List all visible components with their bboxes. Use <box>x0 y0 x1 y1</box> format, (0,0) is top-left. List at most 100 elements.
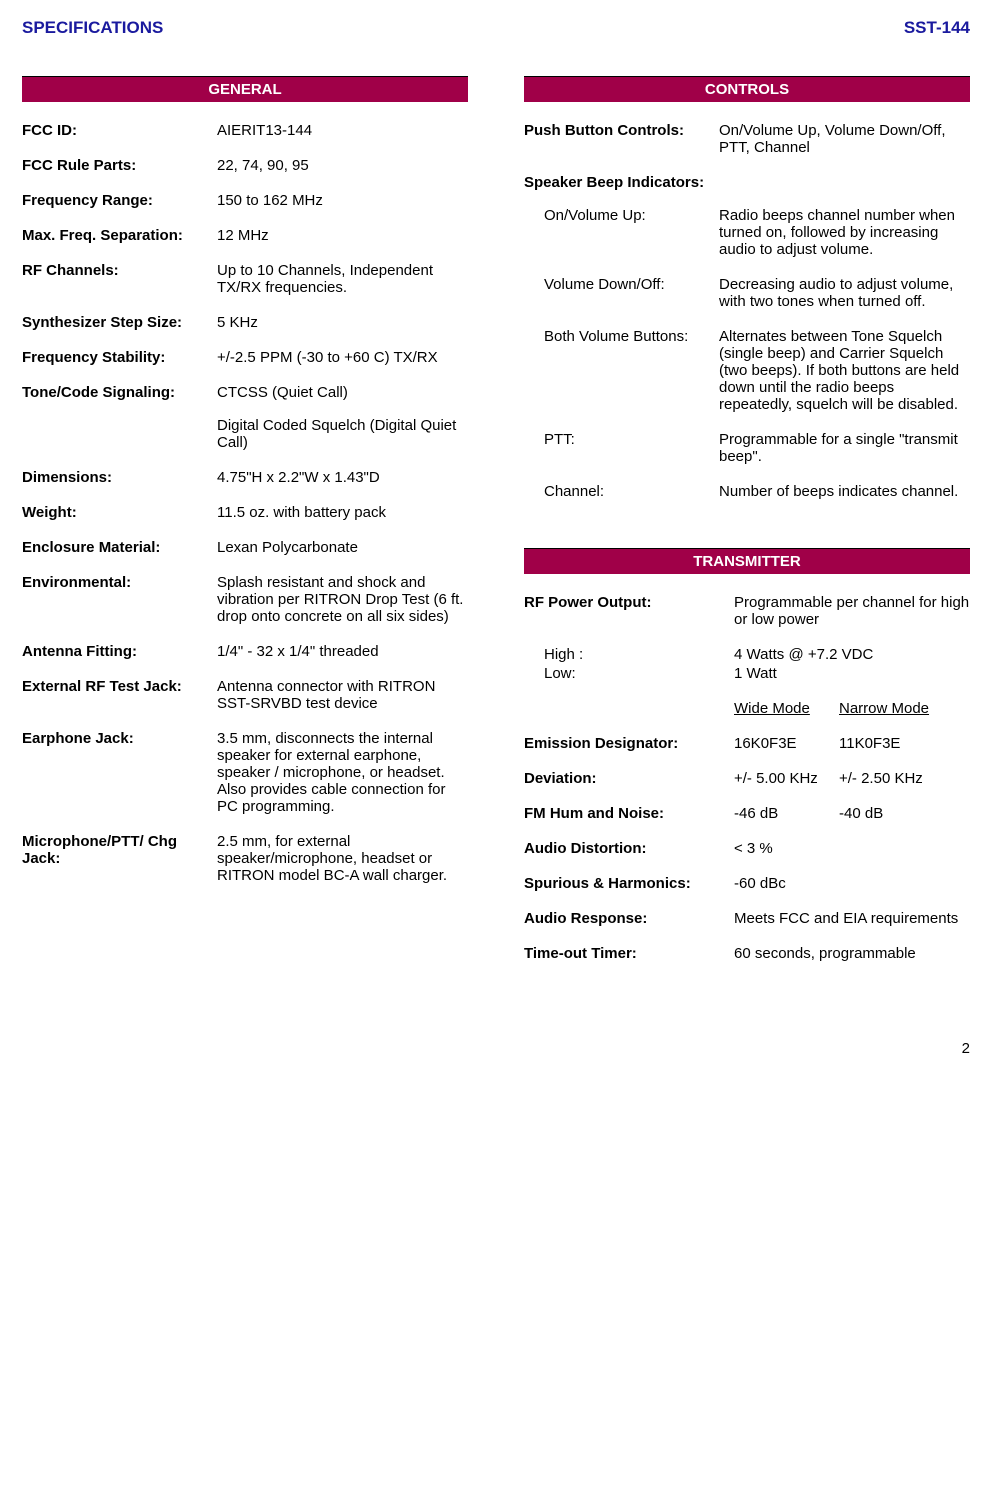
tx-single-row: Time-out Timer:60 seconds, programmable <box>524 945 970 962</box>
tx-wide-value: 16K0F3E <box>734 735 839 752</box>
rf-power-label: RF Power Output: <box>524 594 734 611</box>
spec-value: 3.5 mm, disconnects the internal speaker… <box>217 730 468 815</box>
spec-value: 5 KHz <box>217 314 468 331</box>
rf-power-row: RF Power Output: Programmable per channe… <box>524 594 970 628</box>
beep-label: On/Volume Up: <box>524 207 719 224</box>
beep-row: Channel:Number of beeps indicates channe… <box>524 483 970 500</box>
tx-single-row: Audio Response:Meets FCC and EIA require… <box>524 910 970 927</box>
spec-value: Up to 10 Channels, Independent TX/RX fre… <box>217 262 468 296</box>
high-row: High : 4 Watts @ +7.2 VDC <box>524 646 970 663</box>
spec-value: 2.5 mm, for external speaker/microphone,… <box>217 833 468 884</box>
beep-rows: On/Volume Up:Radio beeps channel number … <box>524 207 970 500</box>
spec-label: FCC Rule Parts: <box>22 157 217 174</box>
spec-value: AIERIT13-144 <box>217 122 468 139</box>
tx-single-label: Audio Distortion: <box>524 840 734 857</box>
spec-row: Microphone/PTT/ Chg Jack:2.5 mm, for ext… <box>22 833 468 884</box>
spec-label: FCC ID: <box>22 122 217 139</box>
spec-row: Weight:11.5 oz. with battery pack <box>22 504 468 521</box>
mode-header-vals: Wide Mode Narrow Mode <box>734 700 970 717</box>
tx-single-label: Spurious & Harmonics: <box>524 875 734 892</box>
beep-value: Programmable for a single "transmit beep… <box>719 431 970 465</box>
spec-row: Antenna Fitting:1/4" - 32 x 1/4" threade… <box>22 643 468 660</box>
beep-heading: Speaker Beep Indicators: <box>524 174 970 191</box>
beep-value: Decreasing audio to adjust volume, with … <box>719 276 970 310</box>
high-value: 4 Watts @ +7.2 VDC <box>734 646 970 663</box>
tx-narrow-value: 11K0F3E <box>839 735 970 752</box>
spec-row: Frequency Stability:+/-2.5 PPM (-30 to +… <box>22 349 468 366</box>
tx-two-col-rows: Emission Designator:16K0F3E11K0F3E Deviat… <box>524 735 970 822</box>
general-header: GENERAL <box>22 76 468 102</box>
spec-value: 12 MHz <box>217 227 468 244</box>
spec-label: Antenna Fitting: <box>22 643 217 660</box>
spec-label: Earphone Jack: <box>22 730 217 747</box>
spec-value: 22, 74, 90, 95 <box>217 157 468 174</box>
spec-extra: Digital Coded Squelch (Digital Quiet Cal… <box>217 417 468 451</box>
tx-vals: +/- 5.00 KHz+/- 2.50 KHz <box>734 770 970 787</box>
tx-wide-value: -46 dB <box>734 805 839 822</box>
spec-label: Weight: <box>22 504 217 521</box>
header-right: SST-144 <box>904 18 970 38</box>
spec-value: Splash resistant and shock and vibration… <box>217 574 468 625</box>
tx-label: FM Hum and Noise: <box>524 805 734 822</box>
tx-single-row: Spurious & Harmonics:-60 dBc <box>524 875 970 892</box>
spec-value: Lexan Polycarbonate <box>217 539 468 556</box>
tx-row: FM Hum and Noise:-46 dB-40 dB <box>524 805 970 822</box>
rf-power-value: Programmable per channel for high or low… <box>734 594 970 628</box>
tx-single-rows: Audio Distortion:< 3 % Spurious & Harmoni… <box>524 840 970 962</box>
beep-label: Both Volume Buttons: <box>524 328 719 345</box>
beep-label: Volume Down/Off: <box>524 276 719 293</box>
spec-label: External RF Test Jack: <box>22 678 217 695</box>
beep-row: Both Volume Buttons:Alternates between T… <box>524 328 970 413</box>
spec-row: Max. Freq. Separation:12 MHz <box>22 227 468 244</box>
general-rows: FCC ID:AIERIT13-144 FCC Rule Parts:22, 74… <box>22 122 468 884</box>
spec-value: 150 to 162 MHz <box>217 192 468 209</box>
spec-label: Max. Freq. Separation: <box>22 227 217 244</box>
tx-vals: -46 dB-40 dB <box>734 805 970 822</box>
spec-value: 1/4" - 32 x 1/4" threaded <box>217 643 468 660</box>
beep-value: Radio beeps channel number when turned o… <box>719 207 970 258</box>
spec-value: +/-2.5 PPM (-30 to +60 C) TX/RX <box>217 349 468 366</box>
wide-mode-hdr: Wide Mode <box>734 700 839 717</box>
high-label: High : <box>524 646 734 663</box>
tx-single-label: Audio Response: <box>524 910 734 927</box>
spec-label: Dimensions: <box>22 469 217 486</box>
controls-header: CONTROLS <box>524 76 970 102</box>
low-value: 1 Watt <box>734 665 970 682</box>
mode-header-row: Wide Mode Narrow Mode <box>524 700 970 717</box>
tx-narrow-value: +/- 2.50 KHz <box>839 770 970 787</box>
right-column: CONTROLS Push Button Controls: On/Volume… <box>524 76 970 980</box>
spec-row: Frequency Range:150 to 162 MHz <box>22 192 468 209</box>
low-row: Low: 1 Watt <box>524 665 970 682</box>
spec-label: Tone/Code Signaling: <box>22 384 217 401</box>
tx-single-value: Meets FCC and EIA requirements <box>734 910 970 927</box>
spec-row: Enclosure Material:Lexan Polycarbonate <box>22 539 468 556</box>
narrow-mode-hdr: Narrow Mode <box>839 700 970 717</box>
tx-single-label: Time-out Timer: <box>524 945 734 962</box>
content-columns: GENERAL FCC ID:AIERIT13-144 FCC Rule Part… <box>22 76 970 980</box>
rf-power-text: Programmable per channel for high or low… <box>734 594 970 628</box>
tx-row: Deviation:+/- 5.00 KHz+/- 2.50 KHz <box>524 770 970 787</box>
beep-value: Alternates between Tone Squelch (single … <box>719 328 970 413</box>
spec-row: Synthesizer Step Size:5 KHz <box>22 314 468 331</box>
page-header: SPECIFICATIONS SST-144 <box>22 18 970 38</box>
tx-wide-value: +/- 5.00 KHz <box>734 770 839 787</box>
spec-label: Frequency Range: <box>22 192 217 209</box>
spec-row: FCC ID:AIERIT13-144 <box>22 122 468 139</box>
spec-label: Enclosure Material: <box>22 539 217 556</box>
left-column: GENERAL FCC ID:AIERIT13-144 FCC Rule Part… <box>22 76 468 980</box>
header-left: SPECIFICATIONS <box>22 18 163 38</box>
push-button-value: On/Volume Up, Volume Down/Off, PTT, Chan… <box>719 122 970 156</box>
spec-label: Environmental: <box>22 574 217 591</box>
tx-single-row: Audio Distortion:< 3 % <box>524 840 970 857</box>
spec-label: Frequency Stability: <box>22 349 217 366</box>
tx-row: Emission Designator:16K0F3E11K0F3E <box>524 735 970 752</box>
spec-value: 4.75"H x 2.2"W x 1.43"D <box>217 469 468 486</box>
tx-vals: 16K0F3E11K0F3E <box>734 735 970 752</box>
beep-row: On/Volume Up:Radio beeps channel number … <box>524 207 970 258</box>
tx-single-value: -60 dBc <box>734 875 970 892</box>
tx-single-value: 60 seconds, programmable <box>734 945 970 962</box>
beep-value: Number of beeps indicates channel. <box>719 483 970 500</box>
spec-label: Synthesizer Step Size: <box>22 314 217 331</box>
spec-row: External RF Test Jack:Antenna connector … <box>22 678 468 712</box>
tx-narrow-value: -40 dB <box>839 805 970 822</box>
